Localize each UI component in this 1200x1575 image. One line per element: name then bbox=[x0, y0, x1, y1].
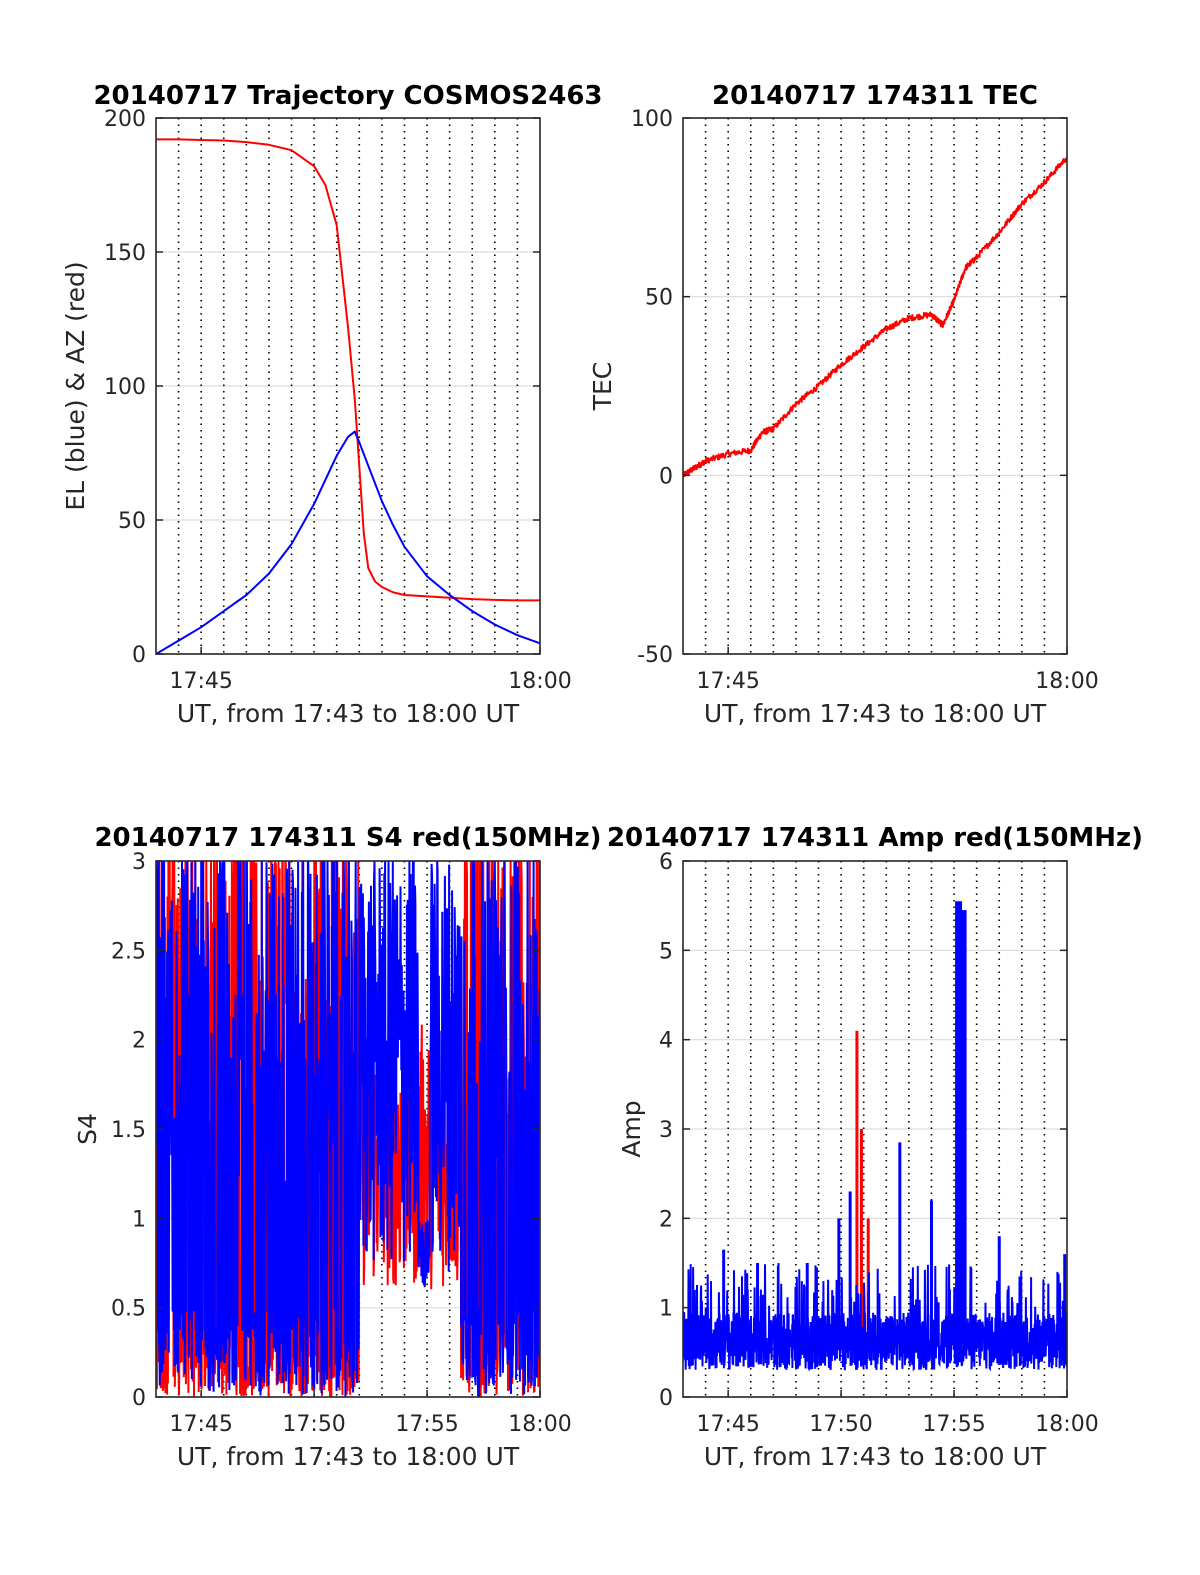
ytick-label-amp-3: 3 bbox=[659, 1118, 673, 1143]
ytick-label-amp-5: 5 bbox=[659, 939, 673, 964]
ytick-label-tec-2: 50 bbox=[645, 286, 673, 311]
xlabel-trajectory: UT, from 17:43 to 18:00 UT bbox=[177, 699, 520, 728]
ylabel-s4: S4 bbox=[73, 1113, 102, 1145]
title-amp: 20140717 174311 Amp red(150MHz) bbox=[607, 823, 1143, 853]
ytick-label-trajectory-4: 200 bbox=[104, 107, 146, 132]
xtick-label-amp-0: 17:45 bbox=[696, 1412, 759, 1437]
ylabel-trajectory: EL (blue) & AZ (red) bbox=[61, 261, 90, 510]
xtick-label-trajectory-1: 18:00 bbox=[508, 669, 571, 694]
xtick-label-amp-3: 18:00 bbox=[1035, 1412, 1098, 1437]
xtick-label-amp-1: 17:50 bbox=[809, 1412, 872, 1437]
ytick-label-s4-1: 0.5 bbox=[111, 1297, 146, 1322]
panel-s4: 20140717 174311 S4 red(150MHz) UT, from … bbox=[73, 823, 602, 1471]
ytick-label-tec-3: 100 bbox=[631, 107, 673, 132]
ytick-label-trajectory-1: 50 bbox=[118, 509, 146, 534]
xtick-label-tec-1: 18:00 bbox=[1035, 669, 1098, 694]
series-amp-blue-noise bbox=[683, 1262, 1067, 1372]
ytick-label-s4-6: 3 bbox=[132, 850, 146, 875]
xlabel-amp: UT, from 17:43 to 18:00 UT bbox=[704, 1442, 1047, 1471]
ytick-label-tec-0: -50 bbox=[637, 643, 673, 668]
series-trajectory-red bbox=[156, 138, 540, 602]
xtick-label-s4-2: 17:55 bbox=[395, 1412, 458, 1437]
title-trajectory: 20140717 Trajectory COSMOS2463 bbox=[93, 81, 602, 111]
plot-area-s4 bbox=[156, 861, 540, 1397]
plot-area-amp bbox=[683, 901, 1067, 1372]
panel-amp: 20140717 174311 Amp red(150MHz) UT, from… bbox=[607, 823, 1143, 1471]
ytick-label-s4-3: 1.5 bbox=[111, 1118, 146, 1143]
xlabel-tec: UT, from 17:43 to 18:00 UT bbox=[704, 699, 1047, 728]
ytick-label-amp-6: 6 bbox=[659, 850, 673, 875]
xlabel-s4: UT, from 17:43 to 18:00 UT bbox=[177, 1442, 520, 1471]
ytick-label-amp-1: 1 bbox=[659, 1297, 673, 1322]
ytick-label-amp-0: 0 bbox=[659, 1386, 673, 1411]
ytick-label-amp-4: 4 bbox=[659, 1029, 673, 1054]
ytick-label-amp-2: 2 bbox=[659, 1207, 673, 1232]
plot-area-tec bbox=[683, 156, 1067, 478]
series-s4-blue bbox=[156, 861, 540, 1397]
ytick-label-trajectory-0: 0 bbox=[132, 643, 146, 668]
xtick-label-s4-3: 18:00 bbox=[508, 1412, 571, 1437]
ytick-label-s4-2: 1 bbox=[132, 1207, 146, 1232]
panel-trajectory: 20140717 Trajectory COSMOS2463 UT, from … bbox=[61, 81, 603, 728]
ytick-label-trajectory-3: 150 bbox=[104, 241, 146, 266]
title-s4: 20140717 174311 S4 red(150MHz) bbox=[94, 823, 601, 853]
ytick-label-s4-4: 2 bbox=[132, 1029, 146, 1054]
ylabel-amp: Amp bbox=[617, 1100, 646, 1157]
ytick-label-trajectory-2: 100 bbox=[104, 375, 146, 400]
ytick-label-tec-1: 0 bbox=[659, 464, 673, 489]
xtick-label-trajectory-0: 17:45 bbox=[169, 669, 232, 694]
axes-box-tec bbox=[682, 117, 1068, 655]
series-trajectory-blue bbox=[156, 430, 540, 654]
title-tec: 20140717 174311 TEC bbox=[712, 81, 1038, 111]
series-tec-red bbox=[683, 156, 1067, 478]
xtick-label-s4-1: 17:50 bbox=[282, 1412, 345, 1437]
ylabel-tec: TEC bbox=[588, 362, 617, 412]
ytick-label-s4-0: 0 bbox=[132, 1386, 146, 1411]
plot-area-trajectory bbox=[156, 138, 540, 654]
xtick-label-amp-2: 17:55 bbox=[922, 1412, 985, 1437]
panel-tec: 20140717 174311 TEC UT, from 17:43 to 18… bbox=[588, 81, 1099, 728]
ytick-label-s4-5: 2.5 bbox=[111, 939, 146, 964]
xtick-label-s4-0: 17:45 bbox=[169, 1412, 232, 1437]
xtick-label-tec-0: 17:45 bbox=[696, 669, 759, 694]
